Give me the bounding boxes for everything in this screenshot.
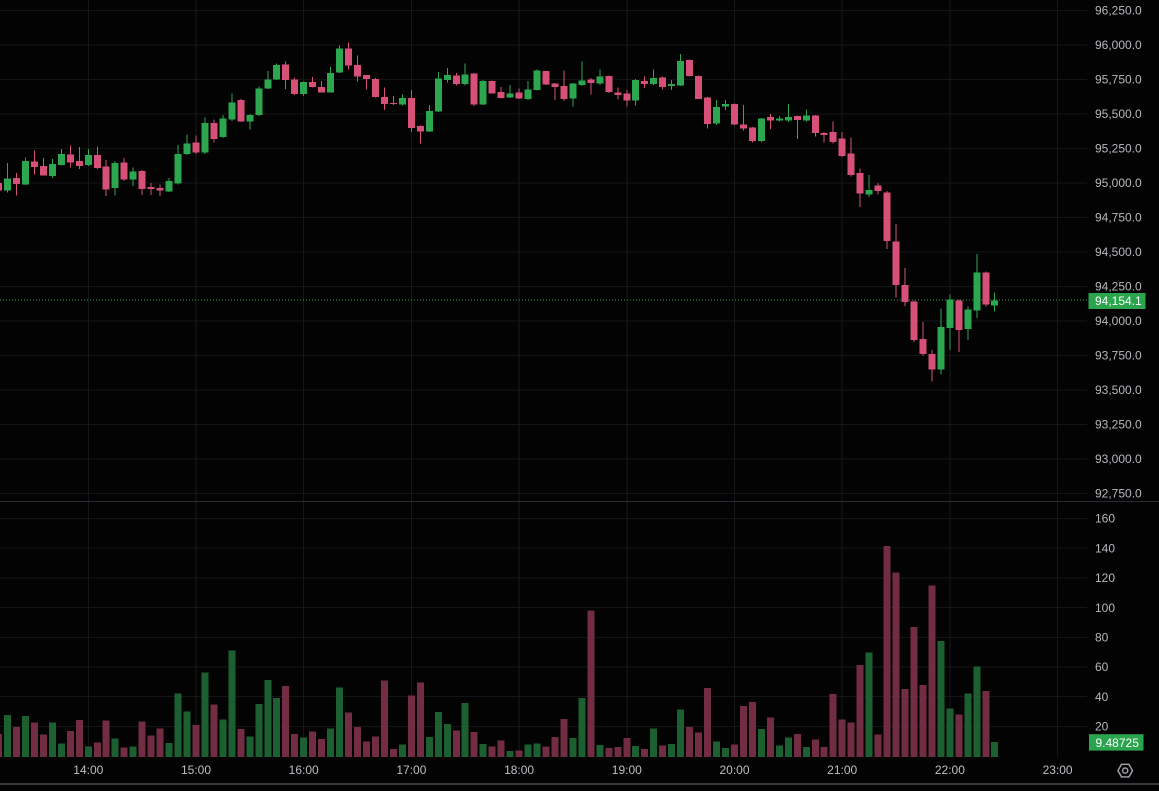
svg-text:95,000.0: 95,000.0 (1095, 176, 1142, 190)
svg-text:17:00: 17:00 (396, 763, 426, 777)
svg-text:93,250.0: 93,250.0 (1095, 418, 1142, 432)
svg-text:40: 40 (1095, 690, 1109, 704)
svg-text:14:00: 14:00 (73, 763, 103, 777)
svg-text:20:00: 20:00 (719, 763, 749, 777)
svg-text:94,000.0: 94,000.0 (1095, 314, 1142, 328)
svg-text:95,500.0: 95,500.0 (1095, 107, 1142, 121)
svg-text:93,500.0: 93,500.0 (1095, 383, 1142, 397)
svg-text:21:00: 21:00 (827, 763, 857, 777)
svg-text:140: 140 (1095, 541, 1115, 555)
svg-text:96,000.0: 96,000.0 (1095, 38, 1142, 52)
svg-text:94,250.0: 94,250.0 (1095, 280, 1142, 294)
svg-text:18:00: 18:00 (504, 763, 534, 777)
svg-text:22:00: 22:00 (935, 763, 965, 777)
svg-text:95,250.0: 95,250.0 (1095, 142, 1142, 156)
svg-text:96,250.0: 96,250.0 (1095, 4, 1142, 18)
svg-text:100: 100 (1095, 601, 1115, 615)
svg-text:19:00: 19:00 (612, 763, 642, 777)
svg-text:95,750.0: 95,750.0 (1095, 73, 1142, 87)
svg-text:160: 160 (1095, 512, 1115, 526)
svg-text:20: 20 (1095, 720, 1109, 734)
svg-text:23:00: 23:00 (1043, 763, 1073, 777)
svg-text:15:00: 15:00 (181, 763, 211, 777)
svg-text:60: 60 (1095, 660, 1109, 674)
svg-text:94,154.1: 94,154.1 (1095, 294, 1142, 308)
svg-text:93,750.0: 93,750.0 (1095, 349, 1142, 363)
svg-text:80: 80 (1095, 631, 1109, 645)
svg-text:94,500.0: 94,500.0 (1095, 245, 1142, 259)
svg-text:93,000.0: 93,000.0 (1095, 452, 1142, 466)
svg-text:92,750.0: 92,750.0 (1095, 487, 1142, 501)
svg-text:16:00: 16:00 (289, 763, 319, 777)
svg-text:94,750.0: 94,750.0 (1095, 211, 1142, 225)
svg-text:9.48725: 9.48725 (1096, 736, 1140, 750)
svg-text:120: 120 (1095, 571, 1115, 585)
